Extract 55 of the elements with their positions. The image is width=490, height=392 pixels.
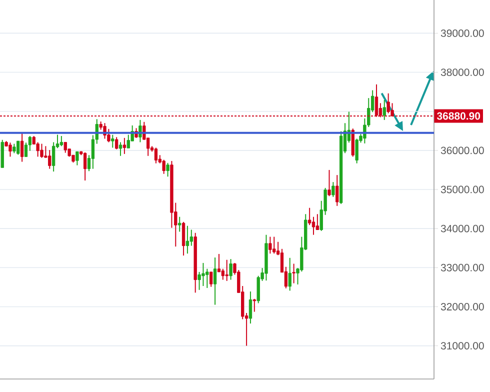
candlestick — [178, 216, 182, 232]
candlestick — [202, 262, 205, 287]
candlestick — [336, 174, 339, 206]
candlestick — [8, 142, 12, 158]
candlestick — [122, 137, 126, 154]
candlestick — [308, 207, 312, 226]
candlestick — [292, 263, 296, 284]
candlestick — [328, 169, 331, 197]
y-tick-label: 39000.00 — [440, 30, 484, 37]
candlestick — [64, 142, 67, 154]
candlestick — [248, 290, 252, 324]
candlestick — [221, 268, 224, 280]
ref-line-label: 36880.90 — [436, 112, 480, 120]
candlestick — [382, 100, 386, 120]
candlestick — [166, 162, 170, 178]
candlestick — [210, 271, 213, 288]
candlestick — [225, 259, 228, 282]
candlestick — [268, 236, 272, 254]
candlestick — [60, 135, 64, 147]
candlestick — [52, 142, 56, 172]
candlestick — [332, 182, 335, 198]
candlestick — [114, 136, 118, 150]
candlestick — [355, 138, 358, 164]
candlestick — [76, 151, 79, 166]
candlestick — [16, 140, 20, 156]
candlestick — [186, 225, 190, 254]
y-tick-label: 38000.00 — [440, 68, 484, 76]
candlestick — [252, 298, 256, 312]
candlestick — [20, 132, 24, 162]
y-tick-label: 31000.00 — [440, 342, 484, 350]
candlestick — [206, 268, 209, 288]
y-tick-label: 36000.00 — [440, 146, 484, 154]
candlestick — [217, 253, 221, 272]
candlestick — [118, 142, 122, 156]
candlestick — [316, 214, 320, 230]
candlestick — [12, 143, 16, 154]
candlestick — [213, 256, 217, 306]
y-tick-label: 34000.00 — [440, 224, 484, 232]
candlestick — [111, 134, 114, 148]
candlestick — [312, 216, 316, 236]
candlestick — [83, 152, 87, 182]
candlestick — [272, 236, 276, 254]
candlestick — [288, 257, 292, 292]
candlestick — [48, 150, 52, 170]
candlestick — [182, 221, 186, 256]
candlestick — [386, 92, 390, 114]
candlestick — [256, 275, 260, 304]
candlestick — [126, 134, 130, 149]
candlestick — [229, 258, 232, 280]
y-tick-label: 32000.00 — [440, 303, 484, 310]
candlestick — [162, 159, 166, 174]
y-tick-label: 35000.00 — [440, 186, 484, 194]
y-tick-label: 33000.00 — [440, 264, 484, 272]
candlestick — [40, 143, 44, 158]
candlestick — [154, 147, 158, 164]
